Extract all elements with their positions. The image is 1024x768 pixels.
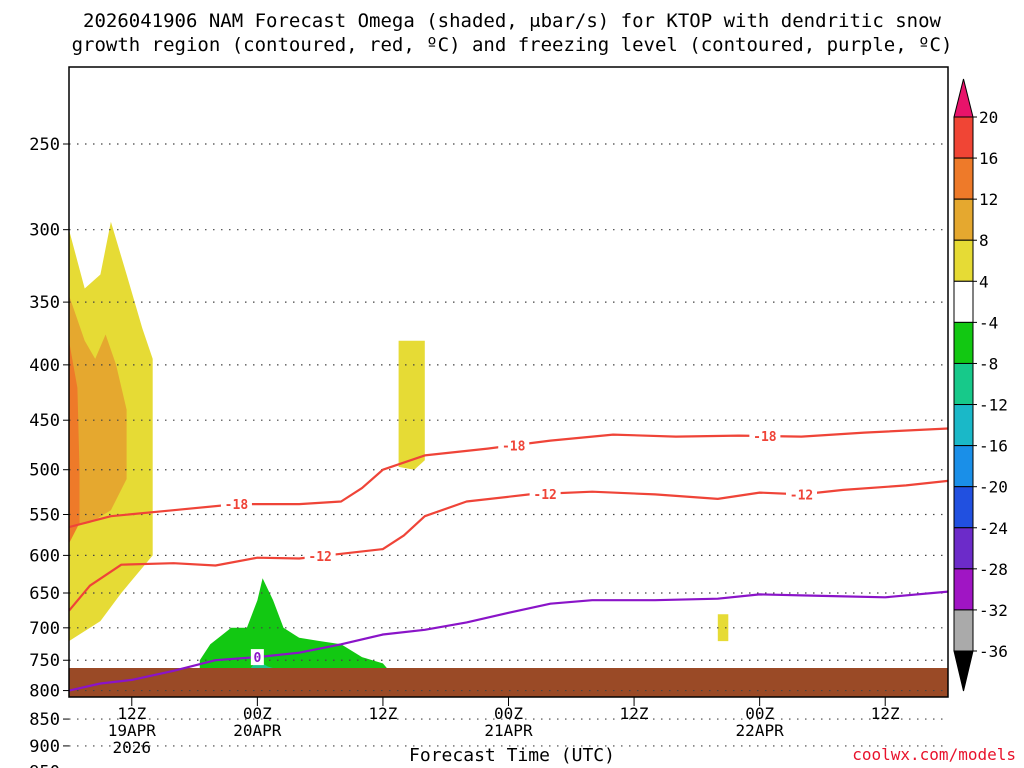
colorbar-label-9: -20 [979, 478, 1008, 497]
ytick-label-250: 250 [29, 135, 60, 155]
contour-label-1-2: -12 [790, 488, 813, 503]
colorbar-box-8 [953, 445, 974, 488]
colorbar-box-1 [953, 157, 974, 200]
ytick-label-500: 500 [29, 461, 60, 481]
omega-shading [69, 221, 729, 697]
colorbar-label-8: -16 [979, 437, 1008, 456]
colorbar-label-3: 8 [979, 231, 989, 250]
contour-label-bg-1-2 [786, 486, 817, 503]
colorbar-box-9 [953, 486, 974, 529]
omega-region-3 [398, 340, 425, 470]
x-axis-label: Forecast Time (UTC) [409, 745, 615, 766]
colorbar-box-5 [953, 321, 974, 364]
colorbar-box-2 [953, 198, 974, 241]
colorbar-box-4 [953, 280, 974, 323]
colorbar-label-7: -12 [979, 396, 1008, 415]
ytick-label-750: 750 [29, 651, 60, 671]
colorbar-box-10 [953, 527, 974, 570]
ytick-label-450: 450 [29, 411, 60, 431]
xtick-label-0-0: 12Z [117, 704, 146, 723]
ytick-label-800: 800 [29, 682, 60, 702]
ytick-label-950: 950 [29, 762, 60, 768]
contour-label-0-0: -18 [225, 498, 249, 513]
ytick-label-850: 850 [29, 710, 60, 730]
ground-fill [69, 668, 948, 697]
chart-title-line2: growth region (contoured, red, ºC) and f… [71, 34, 953, 56]
colorbar-label-1: 16 [979, 149, 998, 168]
xtick-label-0-1: 19APR [108, 721, 157, 740]
contour-label-bg-1-1 [529, 485, 561, 502]
ytick-label-400: 400 [29, 356, 60, 376]
ytick-label-550: 550 [29, 506, 60, 526]
xtick-label-1-1: 20APR [233, 721, 282, 740]
contour-label-1-1: -12 [533, 488, 556, 503]
contour-label-1-0: -12 [308, 550, 331, 565]
omega-region-4 [717, 614, 729, 642]
colorbar-label-2: 12 [979, 190, 998, 209]
ytick-label-650: 650 [29, 584, 60, 604]
contour-line-2 [69, 590, 948, 692]
xtick-label-5-0: 00Z [745, 704, 774, 723]
omega-region-1 [69, 295, 127, 528]
colorbar-label-5: -4 [979, 313, 998, 332]
xtick-label-2-0: 12Z [368, 704, 397, 723]
ytick-label-600: 600 [29, 546, 60, 566]
contour-label-bg-1-0 [304, 548, 336, 565]
contour-lines: -18 -18 -18 -12 -12 -12 0 [69, 427, 948, 692]
colorbar-label-4: 4 [979, 272, 989, 291]
contour-label-2-0: 0 [253, 651, 261, 666]
colorbar-label-6: -8 [979, 354, 998, 373]
contour-label-bg-0-2 [749, 428, 781, 445]
omega-region-5 [199, 578, 394, 697]
ground-layer [69, 668, 948, 697]
contour-label-bg-0-0 [220, 496, 252, 513]
xtick-label-4-0: 12Z [620, 704, 649, 723]
ytick-label-350: 350 [29, 293, 60, 313]
colorbar-box-7 [953, 404, 974, 447]
xtick-label-0-2: 2026 [113, 738, 152, 757]
colorbar-box-12 [953, 609, 974, 652]
axes: 250 300 350 400 450 500 550 600 650 700 750 800 850 9… [29, 66, 949, 768]
colorbar-box-0 [953, 116, 974, 159]
colorbar-box-3 [953, 239, 974, 282]
ytick-label-300: 300 [29, 221, 60, 241]
colorbar: 20 16 12 8 4 -4 -8 -12 -16 -20 -24 -28 -32 -36 [953, 78, 1008, 692]
contour-label-bg-0-1 [498, 437, 530, 454]
colorbar-label-10: -24 [979, 519, 1008, 538]
ytick-label-700: 700 [29, 619, 60, 639]
plot-frame [68, 66, 949, 698]
xtick-label-3-0: 00Z [494, 704, 523, 723]
contour-label-bg-2-0 [250, 649, 264, 666]
colorbar-bottom-triangle [953, 650, 974, 692]
xtick-label-3-1: 21APR [484, 721, 533, 740]
credit-text: coolwx.com/models [852, 745, 1016, 764]
xtick-label-5-1: 22APR [736, 721, 785, 740]
colorbar-box-6 [953, 362, 974, 406]
xtick-label-6-0: 12Z [871, 704, 900, 723]
omega-region-2 [69, 340, 80, 544]
colorbar-label-11: -28 [979, 560, 1008, 579]
colorbar-box-11 [953, 568, 974, 611]
contour-label-0-1: -18 [502, 439, 526, 454]
contour-label-0-2: -18 [753, 430, 777, 445]
chart-title-line1: 2026041906 NAM Forecast Omega (shaded, μ… [83, 10, 941, 32]
xtick-label-1-0: 00Z [243, 704, 272, 723]
colorbar-label-12: -32 [979, 601, 1008, 620]
ytick-label-900: 900 [29, 737, 60, 757]
colorbar-label-0: 20 [979, 108, 998, 127]
colorbar-label-13: -36 [979, 642, 1008, 661]
colorbar-top-triangle [953, 78, 974, 118]
